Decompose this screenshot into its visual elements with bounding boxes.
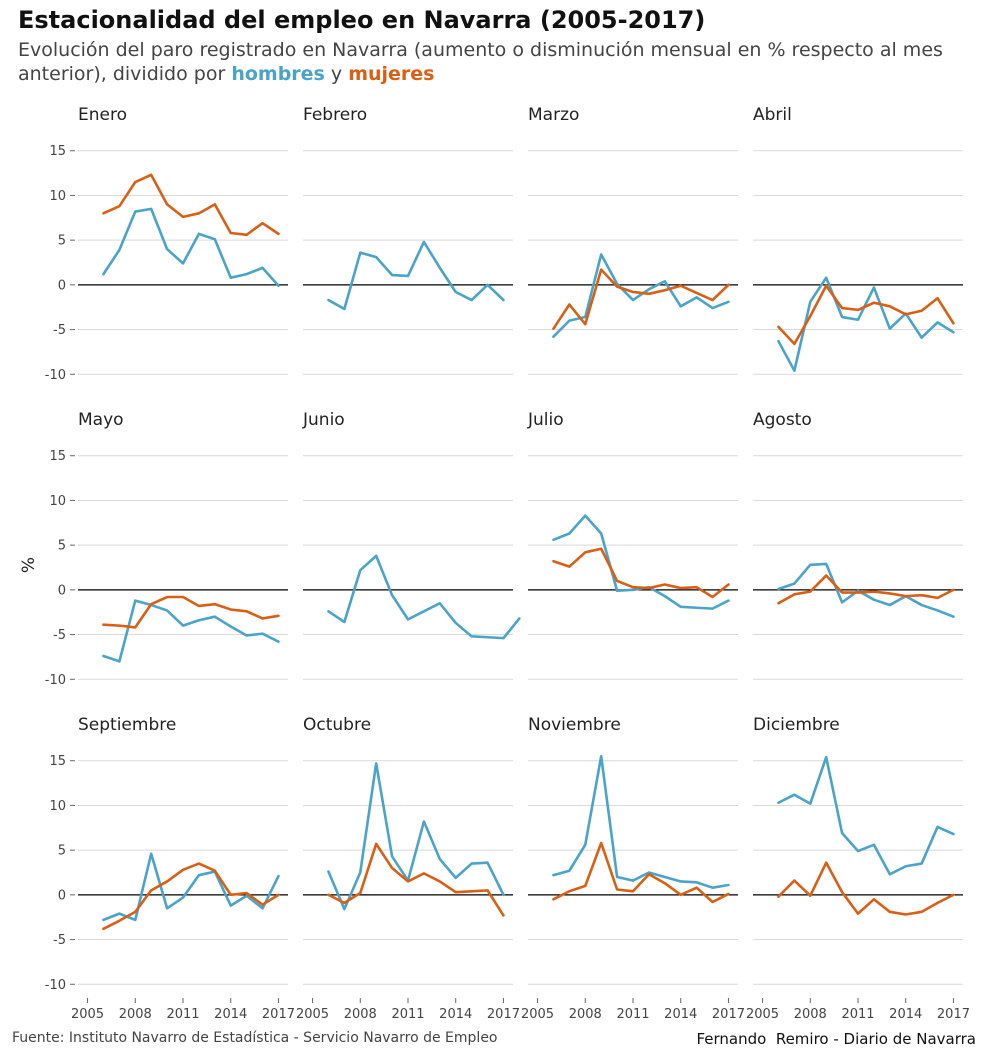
x-tick-label: 2017: [712, 1007, 745, 1022]
series-line-mujeres: [552, 268, 730, 330]
series-line-mujeres: [102, 595, 280, 629]
panel-agosto: Agosto: [753, 410, 963, 680]
series-line-mujeres: [327, 842, 505, 917]
subtitle-men-label: hombres: [231, 63, 325, 85]
x-tick-label: 2005: [746, 1007, 779, 1022]
y-tick-label: 15: [49, 754, 66, 769]
panel-noviembre: Noviembre 2005 2008 2011 2014 2017: [521, 715, 745, 1022]
panel-mayo: Mayo -10 -5 0 5 10 15: [45, 410, 288, 688]
y-tick-label: 10: [49, 799, 66, 814]
y-tick-label: 5: [58, 539, 66, 554]
y-tick-label: 15: [49, 144, 66, 159]
series-line-hombres: [327, 554, 521, 640]
series-line-hombres: [777, 755, 955, 876]
panel-abril: Abril: [753, 105, 963, 375]
panel-julio: Julio: [527, 410, 738, 680]
x-tick-label: 2011: [841, 1007, 874, 1022]
x-tick-label: 2014: [664, 1007, 697, 1022]
series-line-mujeres: [102, 173, 280, 237]
panel-enero: Enero -10 -5 0 5 10 15: [45, 105, 288, 383]
subtitle-connector: y: [324, 63, 349, 85]
y-axis-label: %: [19, 557, 39, 573]
y-tick-label: -10: [45, 978, 66, 993]
panel-title: Diciembre: [753, 715, 840, 735]
x-tick-label: 2011: [391, 1007, 424, 1022]
series-line-hombres: [327, 762, 505, 911]
y-tick-label: -5: [53, 933, 66, 948]
x-tick-label: 2017: [937, 1007, 970, 1022]
panel-title: Agosto: [753, 410, 812, 430]
series-line-hombres: [327, 240, 505, 311]
y-tick-label: 10: [49, 189, 66, 204]
y-tick-label: -5: [53, 628, 66, 643]
chart-title: Estacionalidad del empleo en Navarra (20…: [18, 6, 706, 34]
x-tick-label: 2014: [889, 1007, 922, 1022]
y-tick-label: 0: [58, 278, 66, 293]
series-line-mujeres: [777, 861, 955, 916]
panel-title: Febrero: [303, 105, 367, 125]
series-line-hombres: [102, 207, 280, 288]
panel-title: Abril: [753, 105, 792, 125]
panel-junio: Junio: [302, 410, 521, 680]
series-line-hombres: [777, 276, 955, 372]
series-line-mujeres: [777, 284, 955, 346]
panel-febrero: Febrero: [303, 105, 513, 375]
x-tick-label: 2011: [616, 1007, 649, 1022]
y-tick-label: -10: [45, 368, 66, 383]
x-tick-label: 2005: [71, 1007, 104, 1022]
series-line-hombres: [552, 754, 730, 890]
y-tick-label: 5: [58, 234, 66, 249]
panel-marzo: Marzo: [528, 105, 738, 375]
panel-septiembre: Septiembre -10 -5 0 5 10 15 2005 2008 2011 2014 201…: [45, 715, 295, 1022]
y-tick-label: 5: [58, 844, 66, 859]
x-tick-label: 2017: [262, 1007, 295, 1022]
series-line-hombres: [777, 562, 955, 618]
panel-title: Noviembre: [528, 715, 621, 735]
x-tick-label: 2014: [214, 1007, 247, 1022]
x-tick-label: 2011: [166, 1007, 199, 1022]
panel-title: Marzo: [528, 105, 579, 125]
series-line-mujeres: [552, 841, 730, 904]
series-line-hombres: [102, 852, 280, 922]
panel-title: Mayo: [78, 410, 124, 430]
x-tick-label: 2014: [439, 1007, 472, 1022]
y-tick-label: -10: [45, 673, 66, 688]
y-tick-label: -5: [53, 323, 66, 338]
small-multiples-chart: Enero -10 -5 0 5 10 15 Febrero Marzo Abril Mayo -10…: [19, 105, 970, 1022]
series-line-mujeres: [552, 547, 730, 599]
subtitle-women-label: mujeres: [348, 63, 435, 85]
y-tick-label: 0: [58, 888, 66, 903]
panel-title: Julio: [527, 410, 564, 430]
panel-diciembre: Diciembre 2005 2008 2011 2014 2017: [746, 715, 970, 1022]
series-line-hombres: [552, 253, 730, 339]
panel-title: Octubre: [303, 715, 371, 735]
x-tick-label: 2005: [521, 1007, 554, 1022]
subtitle-text: Evolución del paro registrado en Navarra…: [18, 39, 943, 85]
series-line-mujeres: [102, 862, 280, 931]
series-line-hombres: [552, 514, 730, 610]
y-tick-label: 0: [58, 583, 66, 598]
x-tick-label: 2005: [296, 1007, 329, 1022]
chart-subtitle: Evolución del paro registrado en Navarra…: [18, 38, 978, 86]
y-tick-label: 10: [49, 494, 66, 509]
y-tick-label: 15: [49, 449, 66, 464]
author-credit: Fernando Remiro - Diario de Navarra: [696, 1030, 976, 1048]
panel-title: Septiembre: [78, 715, 176, 735]
x-tick-label: 2017: [487, 1007, 520, 1022]
series-line-mujeres: [777, 574, 955, 605]
series-line-hombres: [102, 599, 280, 663]
x-tick-label: 2008: [569, 1007, 602, 1022]
x-tick-label: 2008: [119, 1007, 152, 1022]
source-caption: Fuente: Instituto Navarro de Estadística…: [12, 1030, 498, 1046]
x-tick-label: 2008: [344, 1007, 377, 1022]
panel-title: Junio: [302, 410, 345, 430]
x-tick-label: 2008: [794, 1007, 827, 1022]
panel-title: Enero: [78, 105, 127, 125]
panel-octubre: Octubre 2005 2008 2011 2014 2017: [296, 715, 520, 1022]
